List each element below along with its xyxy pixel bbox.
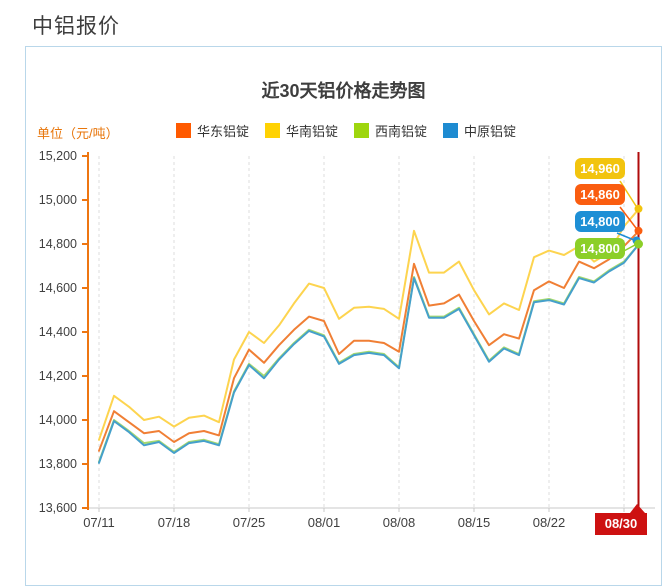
series-line-中原铝锭 — [98, 243, 640, 464]
svg-text:13,600: 13,600 — [39, 501, 77, 515]
date-badge-pointer-icon — [630, 504, 645, 513]
callout-huanan-price: 14,960 — [575, 158, 625, 179]
svg-text:14,200: 14,200 — [39, 369, 77, 383]
page-title: 中铝报价 — [32, 15, 120, 38]
svg-text:13,800: 13,800 — [39, 457, 77, 471]
legend-swatch-icon — [443, 123, 459, 138]
series-line-西南铝锭 — [98, 243, 640, 463]
svg-text:14,400: 14,400 — [39, 325, 77, 339]
legend-item-label: 西南铝锭 — [375, 124, 428, 139]
y-axis: 15,200 15,000 14,800 14,600 14,400 14,200 14,0… — [39, 149, 89, 515]
svg-text:07/11: 07/11 — [83, 515, 115, 530]
callout-zhongyuan-price: 14,800 — [575, 211, 625, 232]
svg-text:08/15: 08/15 — [458, 515, 491, 530]
legend-item-xinan[interactable]: 西南铝锭 — [354, 121, 427, 140]
x-axis — [88, 507, 655, 512]
chart-legend: 华东铝锭 华南铝锭 西南铝锭 中原铝锭 — [176, 121, 516, 140]
callout-xinan-price: 14,800 — [575, 238, 625, 259]
price-trend-chart: 15,200 15,000 14,800 14,600 14,400 14,200 14,0… — [39, 149, 655, 530]
chart-title: 近30天铝价格走势图 — [261, 81, 426, 101]
series-line-华东铝锭 — [98, 229, 640, 452]
svg-text:08/08: 08/08 — [383, 515, 416, 530]
legend-item-huanan[interactable]: 华南铝锭 — [265, 121, 338, 140]
legend-swatch-icon — [265, 123, 281, 138]
svg-text:15,200: 15,200 — [39, 149, 77, 163]
legend-swatch-icon — [176, 123, 191, 138]
legend-swatch-icon — [354, 123, 370, 138]
series-lines — [98, 207, 640, 464]
date-highlight-badge: 08/30 — [595, 513, 647, 535]
gridlines — [98, 156, 625, 508]
svg-text:08/01: 08/01 — [308, 515, 341, 530]
svg-text:08/22: 08/22 — [533, 515, 566, 530]
svg-text:14,000: 14,000 — [39, 413, 77, 427]
legend-item-zhongyuan[interactable]: 中原铝锭 — [443, 121, 516, 140]
svg-text:15,000: 15,000 — [39, 193, 77, 207]
legend-item-label: 华南铝锭 — [286, 124, 339, 139]
legend-item-label: 中原铝锭 — [464, 124, 517, 139]
series-line-华南铝锭 — [98, 207, 640, 441]
unit-label: 单位（元/吨） — [37, 126, 119, 141]
x-axis-labels: 07/11 07/18 07/25 08/01 08/08 08/15 08/22 — [83, 515, 565, 530]
legend-item-label: 华东铝锭 — [197, 124, 250, 139]
svg-text:07/25: 07/25 — [233, 515, 266, 530]
legend-item-huadong[interactable]: 华东铝锭 — [176, 121, 249, 140]
page: { "page": { "title": "中铝报价" }, "chart": … — [25, 15, 662, 586]
svg-text:14,800: 14,800 — [39, 237, 77, 251]
callout-huadong-price: 14,860 — [575, 184, 625, 205]
svg-text:14,600: 14,600 — [39, 281, 77, 295]
svg-text:07/18: 07/18 — [158, 515, 191, 530]
